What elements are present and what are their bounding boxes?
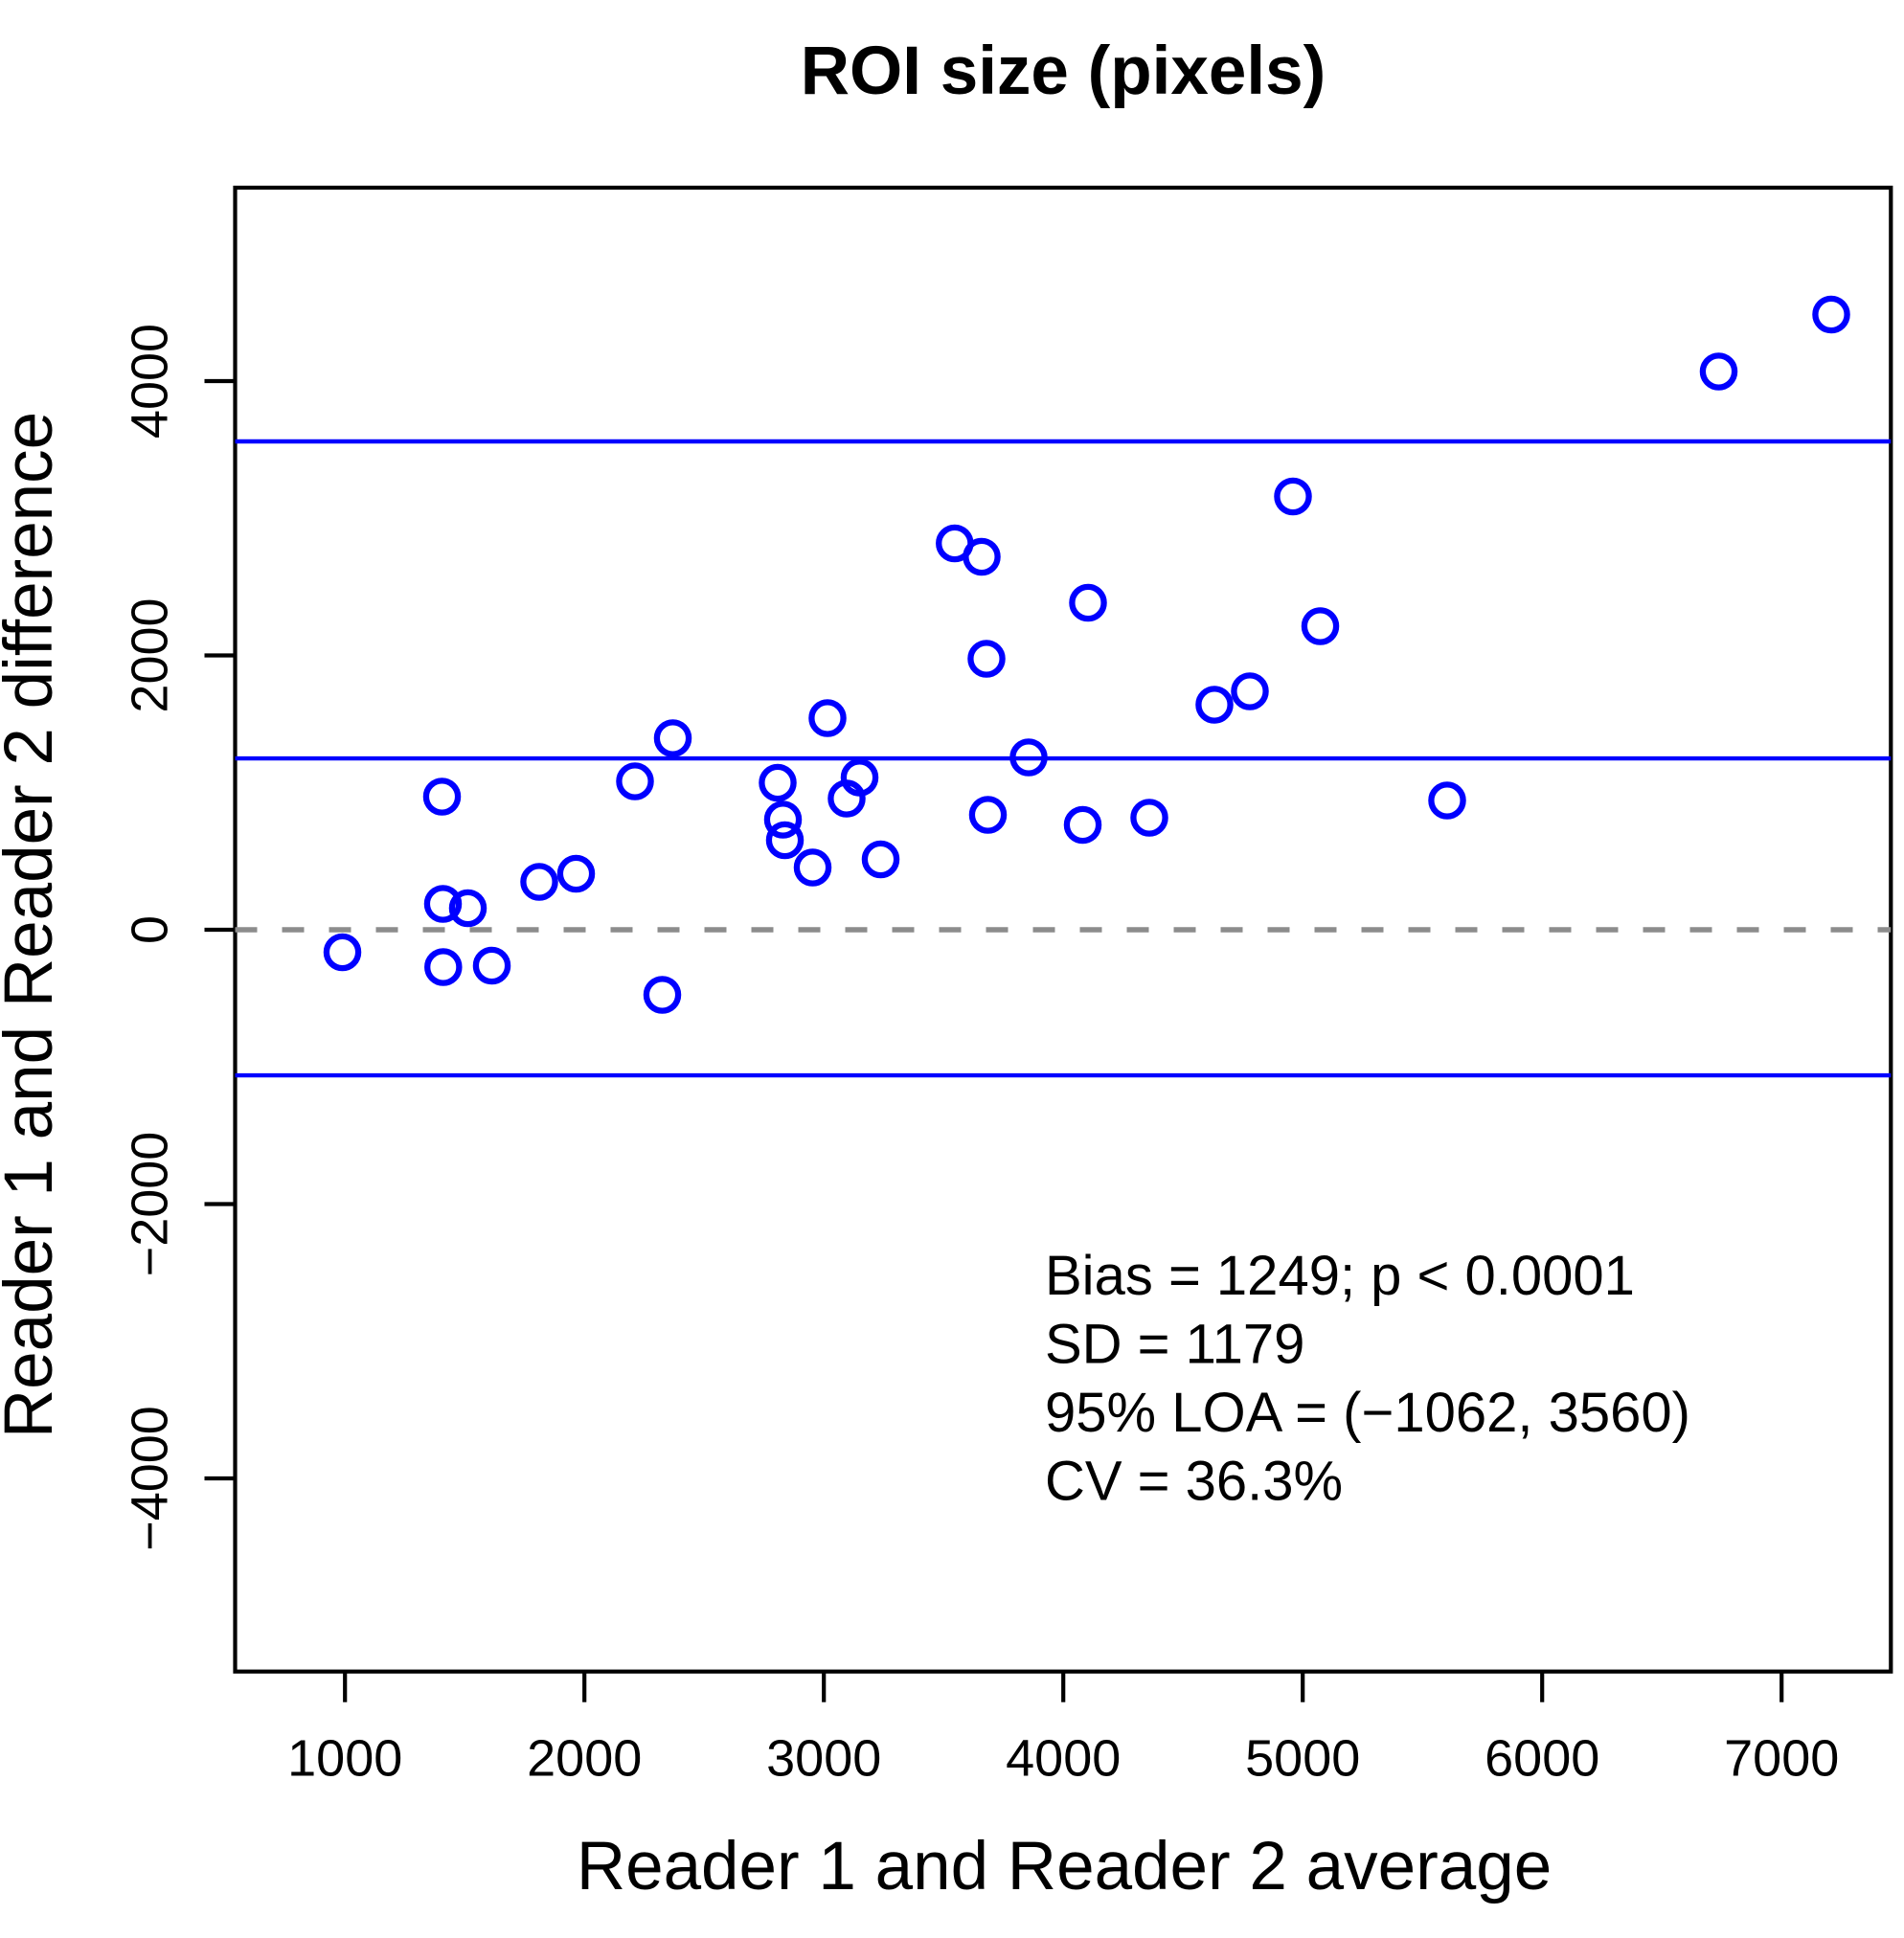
svg-text:0: 0 xyxy=(121,915,178,944)
svg-text:Bias = 1249; p < 0.0001: Bias = 1249; p < 0.0001 xyxy=(1045,1245,1635,1307)
svg-text:−2000: −2000 xyxy=(121,1132,178,1277)
svg-text:CV = 36.3%: CV = 36.3% xyxy=(1045,1451,1343,1513)
svg-text:Reader 1 and Reader 2 differen: Reader 1 and Reader 2 difference xyxy=(0,412,67,1438)
svg-text:2000: 2000 xyxy=(527,1730,642,1788)
svg-text:ROI size (pixels): ROI size (pixels) xyxy=(801,34,1326,109)
svg-text:1000: 1000 xyxy=(287,1730,402,1788)
svg-text:6000: 6000 xyxy=(1485,1730,1599,1788)
svg-text:2000: 2000 xyxy=(121,597,178,712)
svg-text:SD = 1179: SD = 1179 xyxy=(1045,1314,1304,1376)
svg-text:Reader 1 and Reader 2 average: Reader 1 and Reader 2 average xyxy=(577,1829,1552,1904)
svg-text:3000: 3000 xyxy=(766,1730,881,1788)
svg-text:7000: 7000 xyxy=(1724,1730,1839,1788)
svg-text:4000: 4000 xyxy=(1006,1730,1121,1788)
svg-text:−4000: −4000 xyxy=(121,1406,178,1551)
svg-text:4000: 4000 xyxy=(121,324,178,439)
svg-text:5000: 5000 xyxy=(1245,1730,1360,1788)
svg-text:95% LOA = (−1062, 3560): 95% LOA = (−1062, 3560) xyxy=(1045,1382,1690,1444)
